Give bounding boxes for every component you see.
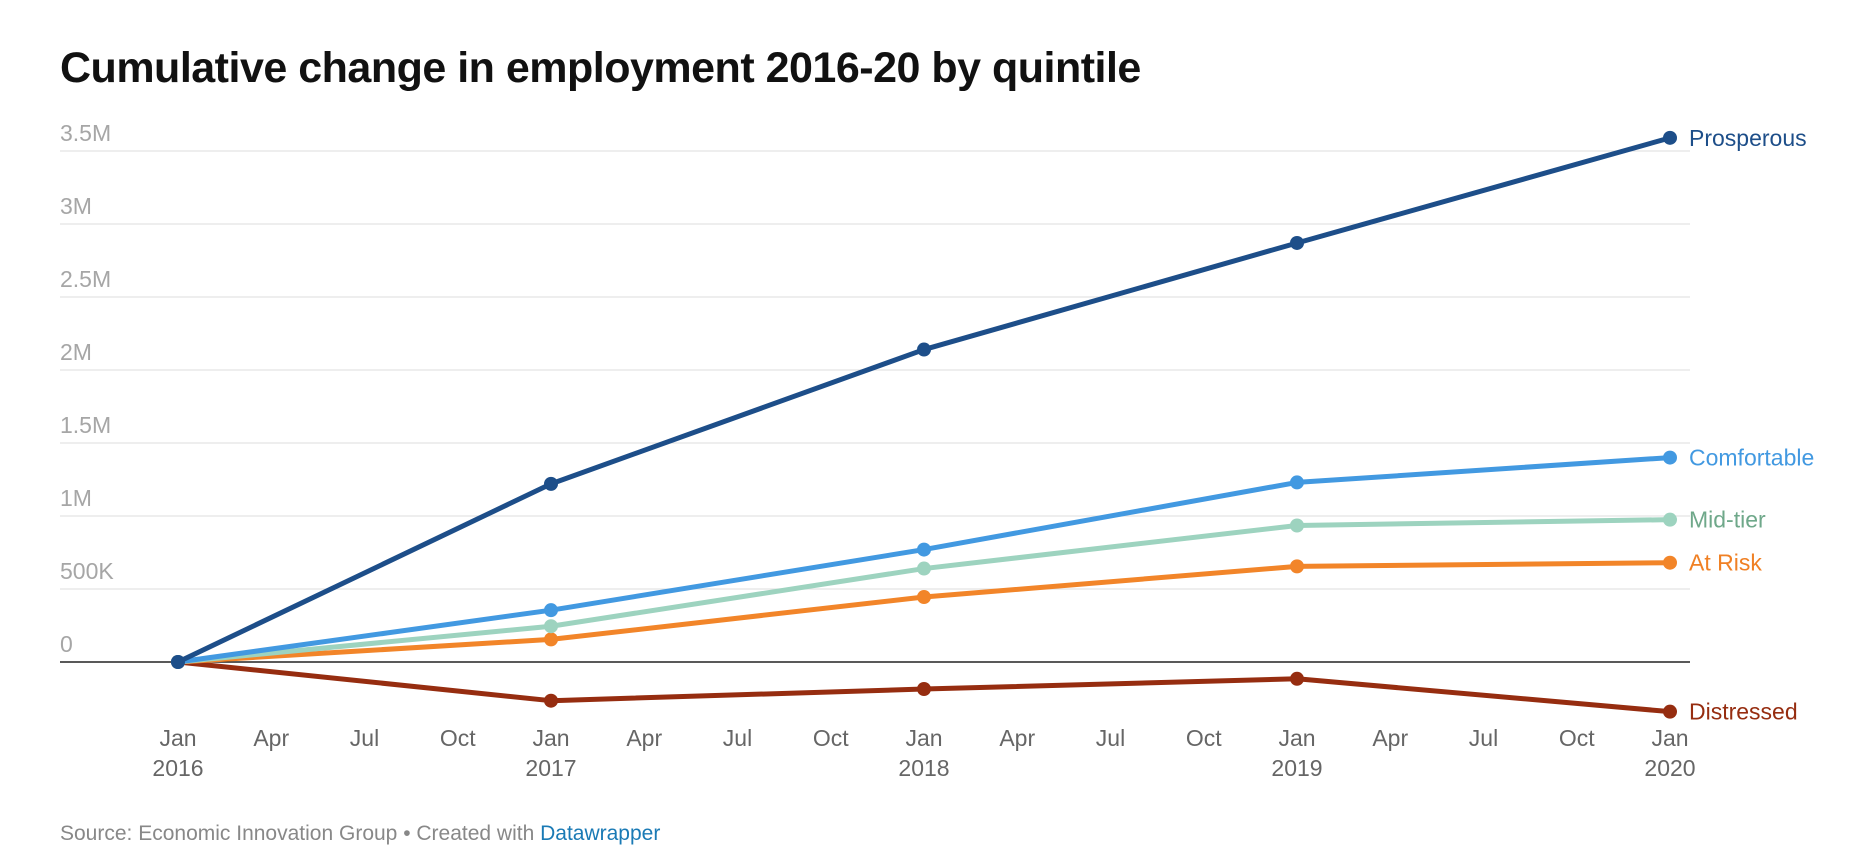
series-at-risk: [171, 555, 1677, 669]
x-tick-label-month: Jan: [532, 725, 569, 751]
data-point-distressed: [1290, 671, 1304, 686]
x-tick-label-month: Jul: [1096, 725, 1125, 751]
data-point-at-risk: [1290, 559, 1304, 574]
series-line-comfortable: [175, 455, 1673, 665]
data-point-at-risk: [544, 632, 558, 647]
series-label-comfortable: Comfortable: [1689, 445, 1814, 471]
x-tick-label-month: Jan: [1278, 725, 1315, 751]
series-line-at-risk: [175, 560, 1673, 665]
y-tick-label: 0: [60, 631, 73, 657]
data-point-distressed: [917, 682, 931, 697]
data-point-at-risk: [917, 590, 931, 605]
x-tick-label-month: Jan: [1651, 725, 1688, 751]
x-tick-label-month: Jul: [1469, 725, 1498, 751]
x-tick-label-month: Jul: [723, 725, 752, 751]
x-tick-label-year: 2019: [1271, 755, 1322, 781]
x-tick-label-month: Apr: [1372, 725, 1408, 751]
data-point-prosperous: [171, 655, 185, 669]
series-label-distressed: Distressed: [1689, 699, 1798, 725]
x-tick-label-year: 2020: [1644, 755, 1695, 781]
x-axis-tick-labels: Jan 2016 Apr Jul Oct Jan 2017 Apr Jul Oct Jan 2018 A…: [152, 725, 1695, 781]
data-point-prosperous: [1290, 235, 1304, 250]
series-labels: Distressed At Risk Mid-tier Comfortable Pros…: [1689, 125, 1814, 725]
y-tick-label: 2M: [60, 339, 92, 365]
data-point-distressed: [544, 693, 558, 708]
x-tick-label-month: Apr: [999, 725, 1035, 751]
series-label-prosperous: Prosperous: [1689, 125, 1807, 151]
y-tick-label: 3M: [60, 193, 92, 219]
x-tick-label-year: 2017: [525, 755, 576, 781]
data-point-prosperous: [917, 342, 931, 357]
data-point-comfortable: [917, 542, 931, 557]
series-label-at-risk: At Risk: [1689, 550, 1762, 576]
series-distressed: [171, 655, 1677, 719]
data-point-comfortable: [1290, 475, 1304, 490]
gridlines: [60, 150, 1690, 663]
chart-footer: Source: Economic Innovation Group • Crea…: [60, 822, 660, 846]
y-tick-label: 1.5M: [60, 412, 111, 438]
x-tick-label-month: Apr: [253, 725, 289, 751]
x-tick-label-month: Jul: [350, 725, 379, 751]
data-point-mid-tier: [917, 561, 931, 576]
data-point-comfortable: [544, 603, 558, 618]
y-axis-tick-labels: 0 500K 1M 1.5M 2M 2.5M 3M 3.5M: [60, 120, 114, 657]
data-point-prosperous: [544, 476, 558, 491]
x-tick-label-month: Apr: [626, 725, 662, 751]
data-point-prosperous: [1663, 130, 1677, 145]
x-tick-label-year: 2016: [152, 755, 203, 781]
data-point-at-risk: [1663, 555, 1677, 570]
x-tick-label-month: Jan: [905, 725, 942, 751]
chart-title: Cumulative change in employment 2016-20 …: [60, 44, 1141, 92]
data-point-comfortable: [1663, 450, 1677, 465]
x-tick-label-month: Oct: [1559, 725, 1595, 751]
series-label-mid-tier: Mid-tier: [1689, 507, 1766, 533]
data-point-mid-tier: [1290, 518, 1304, 533]
x-tick-label-month: Jan: [159, 725, 196, 751]
x-tick-label-month: Oct: [440, 725, 476, 751]
data-point-distressed: [1663, 704, 1677, 719]
series-line-prosperous: [175, 135, 1673, 665]
series-prosperous: [171, 130, 1677, 669]
x-tick-label-year: 2018: [898, 755, 949, 781]
y-tick-label: 3.5M: [60, 120, 111, 146]
source-text: Source: Economic Innovation Group • Crea…: [60, 822, 541, 845]
datawrapper-link[interactable]: Datawrapper: [540, 822, 661, 845]
data-point-mid-tier: [544, 619, 558, 634]
y-tick-label: 500K: [60, 558, 114, 584]
x-tick-label-month: Oct: [813, 725, 849, 751]
data-point-mid-tier: [1663, 512, 1677, 527]
x-tick-label-month: Oct: [1186, 725, 1222, 751]
series-lines: [171, 130, 1677, 719]
y-tick-label: 1M: [60, 485, 92, 511]
y-tick-label: 2.5M: [60, 266, 111, 292]
